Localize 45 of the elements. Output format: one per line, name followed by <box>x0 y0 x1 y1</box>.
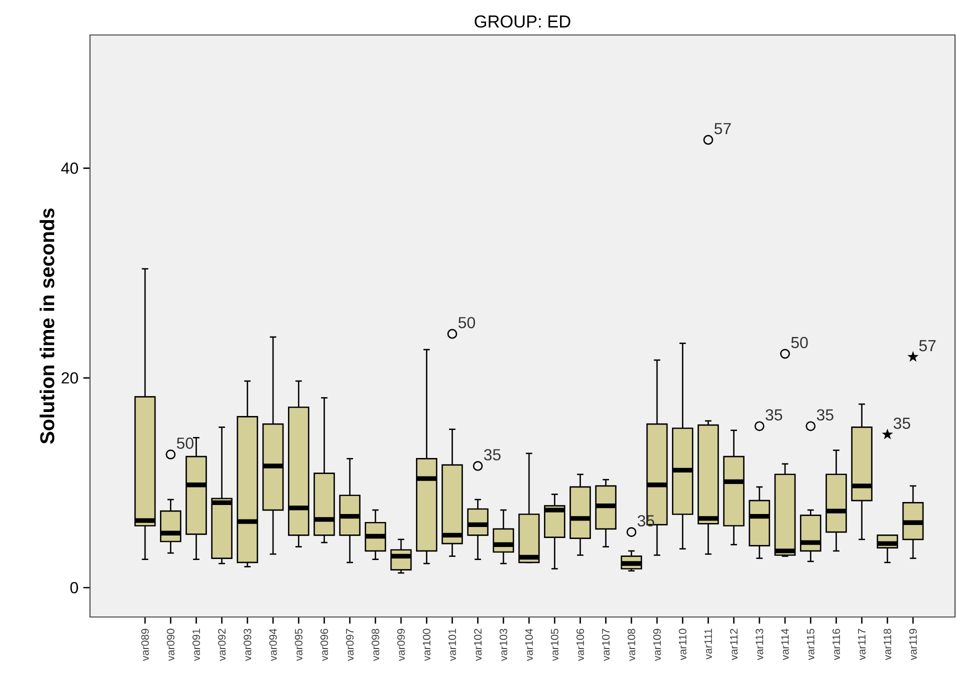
x-tick-label: var101 <box>448 628 456 661</box>
annotation: 50 <box>791 336 808 348</box>
annotation: 35 <box>894 418 910 429</box>
annotation: 50 <box>458 316 476 328</box>
x-tick-label: var096 <box>320 628 328 661</box>
x-tick-label: var102 <box>474 628 482 661</box>
x-tick-label: var113 <box>756 628 764 660</box>
x-tick-label: var104 <box>525 628 533 661</box>
x-tick-label: var105 <box>550 628 558 661</box>
x-tick-label: var111 <box>704 628 712 660</box>
x-tick-label: var103 <box>500 628 508 661</box>
x-tick-label: var106 <box>576 628 584 661</box>
annotation: 35 <box>766 409 782 421</box>
x-tick-label: var090 <box>166 628 174 661</box>
x-tick-label: var097 <box>346 628 354 661</box>
x-tick-label: var093 <box>244 628 252 661</box>
y-tick-label: 0 <box>70 582 78 594</box>
x-tick-label: var108 <box>628 628 636 661</box>
y-tick-label: 40 <box>61 162 78 174</box>
x-tick-label: var119 <box>909 628 917 660</box>
x-tick-label: var099 <box>397 628 405 661</box>
x-tick-label: var089 <box>141 628 149 661</box>
y-tick-label: 20 <box>62 372 78 384</box>
x-tick-label: var110 <box>678 628 686 660</box>
x-tick-label: var091 <box>192 628 200 661</box>
x-tick-label: var115 <box>806 628 814 660</box>
annotation: 50 <box>176 438 194 449</box>
x-tick-label: var098 <box>372 628 380 661</box>
x-tick-label: var094 <box>269 628 277 661</box>
annotation: 57 <box>919 340 936 352</box>
x-tick-label: var109 <box>653 628 661 661</box>
x-tick-label: var107 <box>602 628 610 661</box>
x-tick-label: var095 <box>294 628 302 661</box>
y-axis-title: Solution time in seconds <box>40 208 54 444</box>
x-tick-label: var100 <box>422 628 430 661</box>
x-tick-label: var092 <box>218 628 226 661</box>
annotation: 57 <box>714 123 731 134</box>
annotation: 35 <box>816 409 834 421</box>
chart-title: GROUP: ED <box>474 15 570 28</box>
x-tick-label: var116 <box>832 628 840 660</box>
annotation: 35 <box>484 449 501 460</box>
x-tick-label: var112 <box>730 628 738 660</box>
x-tick-label: var118 <box>884 628 892 660</box>
x-tick-label: var114 <box>781 628 789 660</box>
x-tick-label: var117 <box>858 628 866 660</box>
